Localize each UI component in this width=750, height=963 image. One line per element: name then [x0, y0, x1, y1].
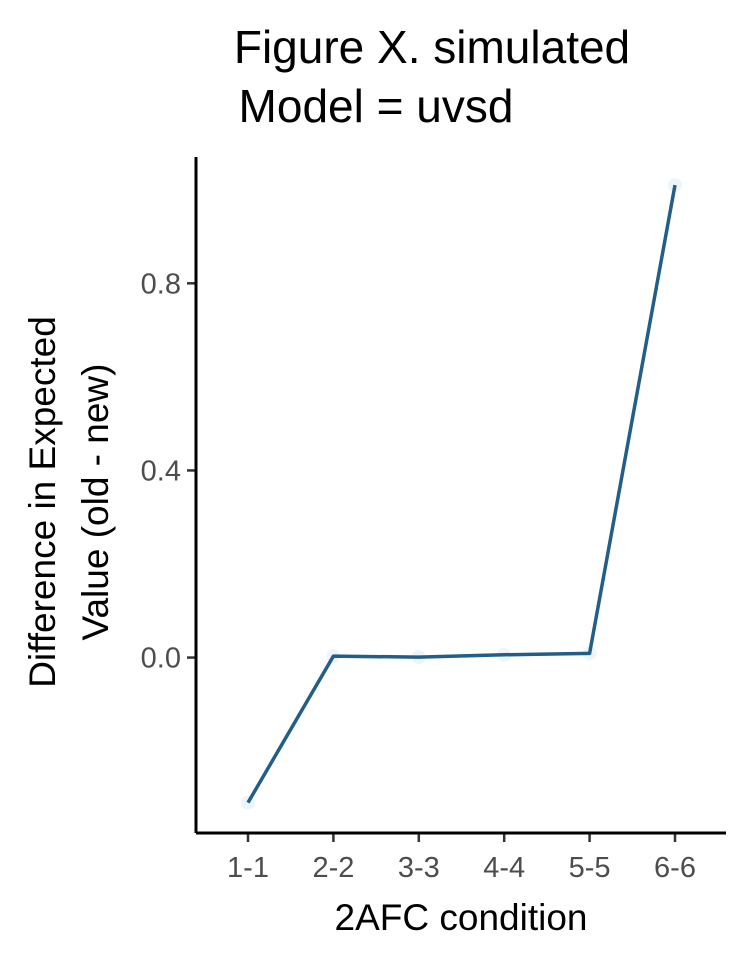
- series-group: [241, 178, 682, 810]
- x-axis-title: 2AFC condition: [335, 897, 588, 938]
- series-line: [246, 184, 677, 804]
- y-axis-title: Difference in Expected Value (old - new): [22, 316, 116, 688]
- y-tick-label: 0.8: [141, 268, 181, 300]
- x-tick-label: 5-5: [569, 852, 611, 884]
- x-tick-label: 2-2: [312, 852, 354, 884]
- y-axis-title-line-1: Difference in Expected: [22, 316, 63, 688]
- x-tick-label: 1-1: [227, 852, 269, 884]
- y-tick-label: 0.0: [141, 643, 181, 675]
- x-tick-label: 4-4: [483, 852, 525, 884]
- x-tick-label: 3-3: [398, 852, 440, 884]
- chart-title-line-2: Model = uvsd: [239, 80, 514, 132]
- y-tick-label: 0.4: [141, 455, 181, 487]
- chart-title-line-1: Figure X. simulated: [234, 21, 630, 73]
- y-axis: 0.0 0.4 0.8: [141, 268, 196, 675]
- x-tick-label: 6-6: [654, 852, 696, 884]
- y-axis-title-line-2: Value (old - new): [75, 364, 116, 641]
- x-axis: 1-1 2-2 3-3 4-4 5-5 6-6: [227, 833, 696, 884]
